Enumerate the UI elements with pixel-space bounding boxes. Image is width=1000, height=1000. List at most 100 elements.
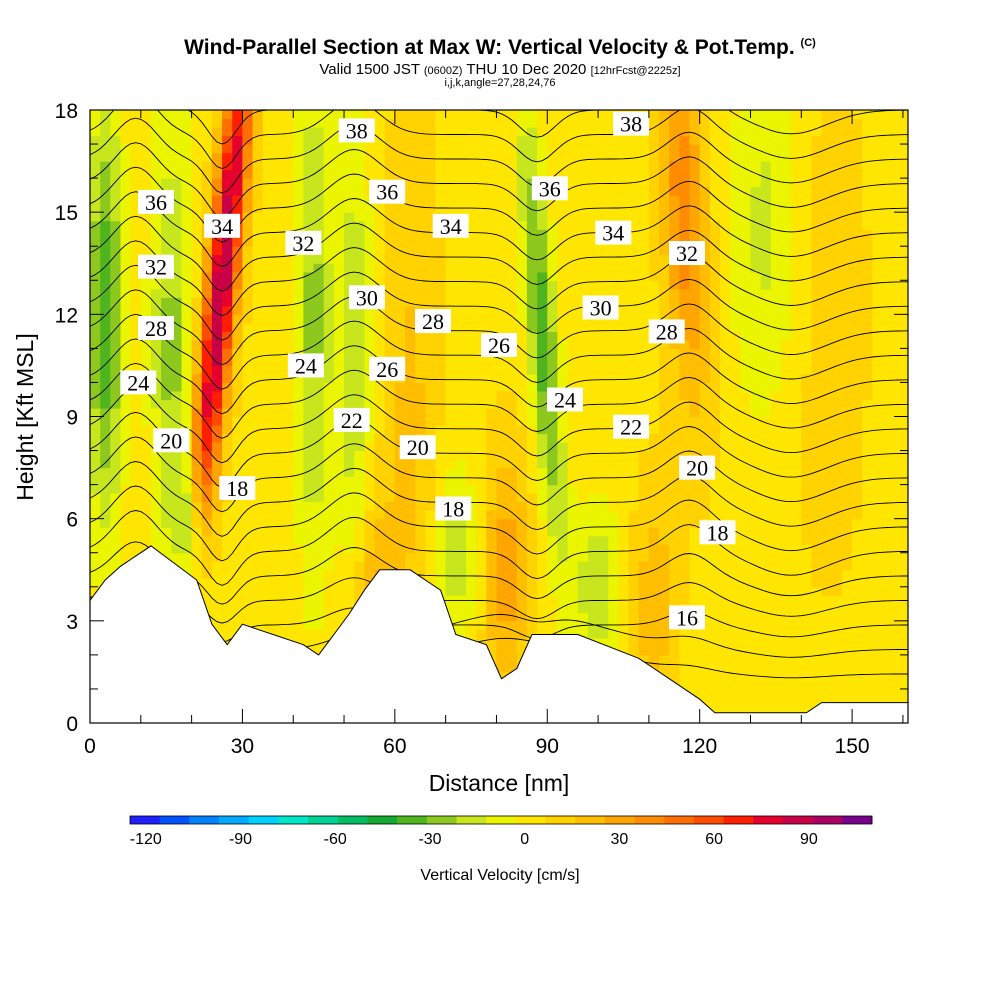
heatmap-cell bbox=[181, 339, 193, 349]
heatmap-cell bbox=[232, 569, 244, 579]
heatmap-cell bbox=[699, 433, 711, 443]
heatmap-cell bbox=[486, 356, 498, 366]
heatmap-cell bbox=[405, 254, 416, 264]
heatmap-cell bbox=[333, 450, 345, 460]
heatmap-cell bbox=[638, 169, 650, 179]
heatmap-cell bbox=[781, 467, 792, 477]
heatmap-cell bbox=[201, 254, 213, 264]
heatmap-cell bbox=[608, 322, 619, 332]
heatmap-cell bbox=[567, 263, 579, 273]
heatmap-cell bbox=[557, 280, 569, 290]
heatmap-cell bbox=[445, 484, 457, 494]
heatmap-cell bbox=[232, 442, 244, 452]
heatmap-cell bbox=[455, 254, 467, 264]
heatmap-cell bbox=[466, 561, 477, 571]
heatmap-cell bbox=[486, 646, 498, 656]
heatmap-cell bbox=[506, 169, 518, 179]
heatmap-cell bbox=[151, 476, 162, 486]
heatmap-cell bbox=[567, 603, 579, 613]
heatmap-cell bbox=[526, 552, 538, 562]
heatmap-cell bbox=[232, 450, 244, 460]
heatmap-cell bbox=[120, 220, 132, 230]
heatmap-cell bbox=[100, 195, 111, 205]
heatmap-cell bbox=[648, 476, 660, 486]
heatmap-cell bbox=[537, 510, 548, 520]
heatmap-cell bbox=[445, 476, 457, 486]
heatmap-cell bbox=[557, 629, 569, 639]
heatmap-cell bbox=[770, 237, 782, 247]
heatmap-cell bbox=[171, 127, 183, 137]
heatmap-cell bbox=[689, 484, 701, 494]
heatmap-cell bbox=[211, 161, 223, 171]
heatmap-cell bbox=[659, 654, 670, 664]
heatmap-cell bbox=[709, 620, 721, 630]
heatmap-cell bbox=[496, 254, 508, 264]
heatmap-cell bbox=[476, 569, 487, 579]
heatmap-cell bbox=[598, 510, 609, 520]
heatmap-cell bbox=[699, 442, 711, 452]
heatmap-cell bbox=[760, 408, 772, 418]
heatmap-cell bbox=[760, 697, 772, 707]
heatmap-cell bbox=[506, 280, 518, 290]
heatmap-cell bbox=[577, 391, 589, 401]
heatmap-cell bbox=[496, 637, 508, 647]
heatmap-cell bbox=[211, 178, 223, 188]
heatmap-cell bbox=[638, 220, 650, 230]
heatmap-cell bbox=[740, 680, 752, 690]
heatmap-cell bbox=[323, 229, 335, 239]
heatmap-cell bbox=[628, 161, 640, 171]
heatmap-cell bbox=[333, 169, 345, 179]
heatmap-cell bbox=[293, 612, 304, 622]
heatmap-cell bbox=[222, 586, 233, 596]
heatmap-cell bbox=[577, 127, 589, 137]
heatmap-cell bbox=[679, 195, 691, 205]
heatmap-cell bbox=[567, 569, 579, 579]
heatmap-cell bbox=[567, 288, 579, 298]
heatmap-cell bbox=[699, 484, 711, 494]
heatmap-cell bbox=[516, 612, 528, 622]
heatmap-cell bbox=[161, 544, 172, 554]
heatmap-cell bbox=[374, 169, 386, 179]
heatmap-cell bbox=[110, 220, 122, 230]
heatmap-cell bbox=[496, 152, 508, 162]
heatmap-cell bbox=[181, 297, 193, 307]
heatmap-cell bbox=[344, 144, 355, 154]
heatmap-cell bbox=[659, 229, 670, 239]
heatmap-cell bbox=[171, 535, 183, 545]
heatmap-cell bbox=[333, 527, 345, 537]
heatmap-cell bbox=[293, 416, 304, 426]
heatmap-cell bbox=[537, 595, 548, 605]
heatmap-cell bbox=[293, 586, 304, 596]
heatmap-cell bbox=[100, 425, 111, 435]
heatmap-cell bbox=[781, 288, 792, 298]
heatmap-cell bbox=[455, 339, 467, 349]
heatmap-cell bbox=[669, 552, 680, 562]
heatmap-cell bbox=[709, 501, 721, 511]
heatmap-cell bbox=[435, 373, 447, 383]
heatmap-cell bbox=[648, 586, 660, 596]
heatmap-cell bbox=[303, 399, 315, 409]
heatmap-cell bbox=[110, 373, 122, 383]
heatmap-cell bbox=[466, 263, 477, 273]
heatmap-cell bbox=[669, 203, 680, 213]
heatmap-cell bbox=[537, 603, 548, 613]
heatmap-cell bbox=[638, 510, 650, 520]
heatmap-cell bbox=[333, 195, 345, 205]
heatmap-cell bbox=[333, 391, 345, 401]
heatmap-cell bbox=[140, 459, 152, 469]
heatmap-cell bbox=[709, 305, 721, 315]
heatmap-cell bbox=[313, 178, 325, 188]
heatmap-cell bbox=[252, 297, 264, 307]
heatmap-cell bbox=[720, 663, 731, 673]
heatmap-cell bbox=[659, 391, 670, 401]
heatmap-cell bbox=[181, 501, 193, 511]
heatmap-cell bbox=[506, 305, 518, 315]
heatmap-cell bbox=[648, 654, 660, 664]
heatmap-cell bbox=[374, 135, 386, 145]
heatmap-cell bbox=[191, 569, 203, 579]
heatmap-cell bbox=[171, 314, 183, 324]
heatmap-cell bbox=[720, 552, 731, 562]
heatmap-cell bbox=[699, 416, 711, 426]
heatmap-cell bbox=[364, 280, 376, 290]
heatmap-cell bbox=[557, 552, 569, 562]
